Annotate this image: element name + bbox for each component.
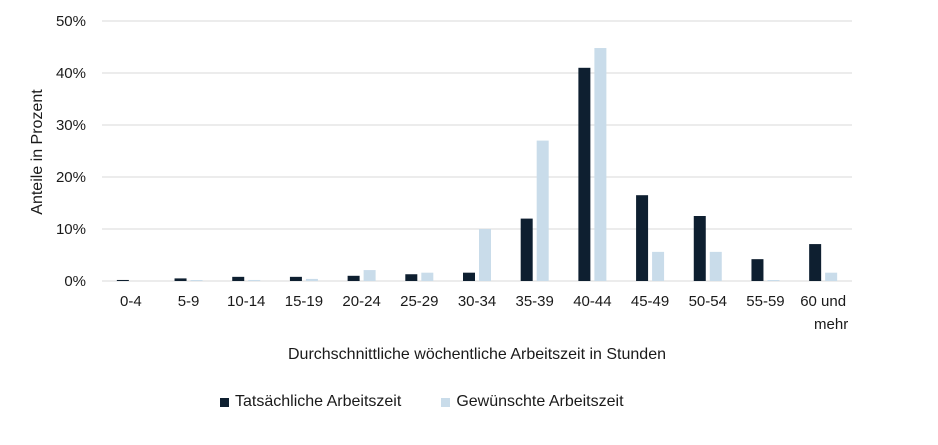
x-tick-label: 40-44 <box>573 293 611 310</box>
bar-actual <box>693 216 706 281</box>
x-tick-label: 30-34 <box>458 293 496 310</box>
y-tick-label: 20% <box>56 169 86 186</box>
bar-actual <box>289 276 302 281</box>
bar-desired <box>479 229 491 281</box>
bar-desired <box>421 272 434 281</box>
y-tick-label: 10% <box>56 221 86 238</box>
bar-desired <box>767 280 780 281</box>
bar-actual <box>405 274 418 281</box>
gridlines <box>102 20 852 282</box>
bar-desired <box>536 140 549 281</box>
x-tick-label: 50-54 <box>689 293 727 310</box>
bar-actual <box>520 218 533 281</box>
bar-actual <box>751 259 764 281</box>
x-tick-label: 45-49 <box>631 293 669 310</box>
bar-desired <box>190 280 203 281</box>
y-tick-label: 50% <box>56 13 86 30</box>
x-tick-label: 55-59 <box>746 293 784 310</box>
bars <box>116 48 838 281</box>
y-tick-label: 40% <box>56 65 86 82</box>
x-tick-label: 15-19 <box>285 293 323 310</box>
bar-actual <box>636 195 649 281</box>
x-tick-label: 5-9 <box>178 293 200 310</box>
legend-item-desired: Gewünschte Arbeitszeit <box>441 393 624 411</box>
legend: Tatsächliche Arbeitszeit Gewünschte Arbe… <box>220 393 664 411</box>
legend-swatch-desired <box>441 397 451 407</box>
bar-actual <box>174 278 187 281</box>
bar-desired <box>363 270 376 281</box>
x-tick-label: 10-14 <box>227 293 265 310</box>
bar-desired <box>594 48 607 281</box>
x-tick-label: 35-39 <box>516 293 554 310</box>
bar-actual <box>347 275 360 281</box>
legend-item-actual: Tatsächliche Arbeitszeit <box>220 393 401 411</box>
x-axis-title: Durchschnittliche wöchentliche Arbeitsze… <box>288 346 666 363</box>
legend-swatch-actual <box>220 397 229 407</box>
bar-actual <box>232 276 245 281</box>
bar-desired <box>825 272 838 281</box>
bar-actual <box>463 272 475 281</box>
bar-actual <box>809 244 822 281</box>
y-axis-ticks: 0% 10% 20% 30% 40% 50% <box>56 13 86 290</box>
y-axis-title: Anteile in Prozent <box>29 89 46 215</box>
bar-desired <box>305 278 318 281</box>
x-tick-label: 0-4 <box>120 293 142 310</box>
bar-desired <box>652 251 665 281</box>
bar-actual <box>116 279 129 281</box>
y-tick-label: 30% <box>56 117 86 134</box>
x-tick-label: 60 und mehr <box>800 293 848 333</box>
bar-desired <box>709 251 722 281</box>
x-tick-label: 20-24 <box>342 293 380 310</box>
bar-actual <box>578 67 591 281</box>
x-axis-ticks: 0-4 5-9 10-14 15-19 20-24 25-29 30-34 35-39 40-4… <box>120 293 848 333</box>
legend-label-actual: Tatsächliche Arbeitszeit <box>235 393 402 410</box>
legend-label-desired: Gewünschte Arbeitszeit <box>456 393 624 410</box>
y-tick-label: 0% <box>64 273 86 290</box>
x-tick-label: 25-29 <box>400 293 438 310</box>
bar-desired <box>248 279 261 281</box>
